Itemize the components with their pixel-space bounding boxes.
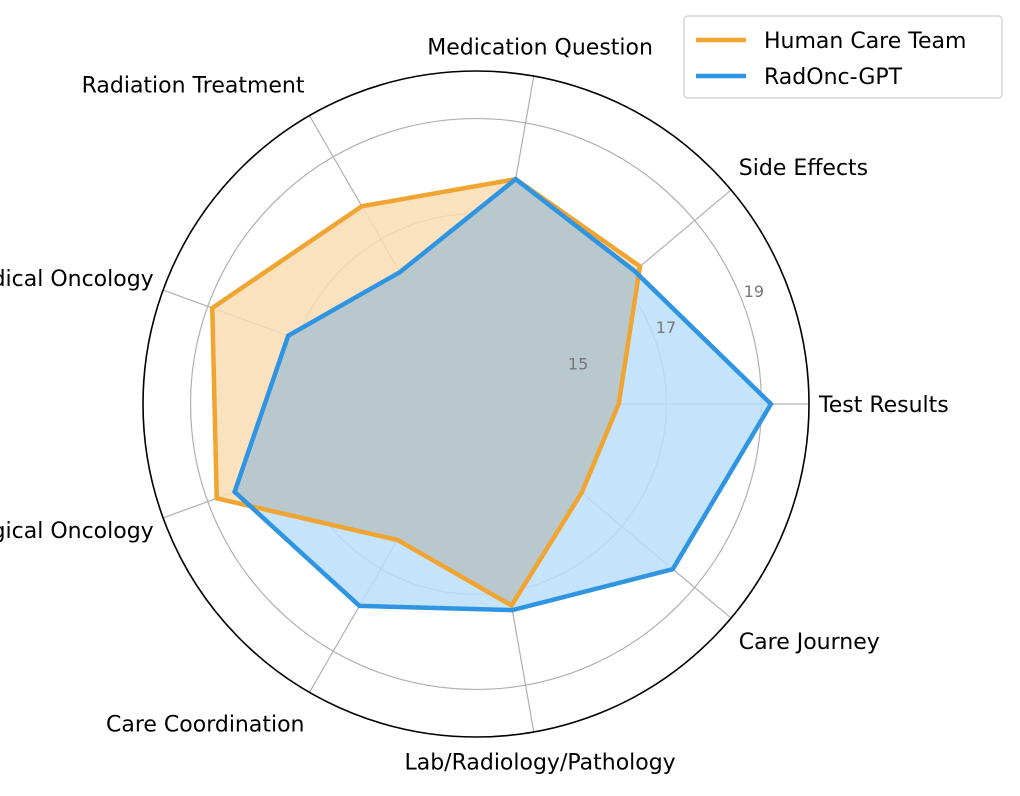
- label-layer: 15 17 19 Test Results Side Effects Medication…: [0, 36, 949, 776]
- legend-label-1: RadOnc-GPT: [764, 65, 903, 90]
- series-line-1: [232, 176, 774, 613]
- r-tick-label: 17: [656, 318, 676, 337]
- category-label: Medication Question: [427, 36, 653, 61]
- r-tick-label: 19: [744, 282, 764, 301]
- series-line-0: [209, 176, 643, 609]
- legend-label-0: Human Care Team: [764, 29, 966, 54]
- category-label: Lab/Radiology/Pathology: [404, 751, 675, 776]
- series-layer: [209, 176, 774, 613]
- category-label: Care Coordination: [106, 713, 305, 738]
- category-label: Surgical Oncology: [0, 519, 154, 544]
- category-label: Side Effects: [739, 156, 868, 181]
- outer-boundary: [142, 70, 810, 738]
- category-label: Care Journey: [739, 630, 880, 655]
- legend-box: [683, 15, 1003, 99]
- legend: Human Care Team RadOnc-GPT: [683, 15, 1003, 99]
- category-label: Test Results: [818, 393, 949, 418]
- category-label: Radiation Treatment: [82, 73, 305, 98]
- category-label: Medical Oncology: [0, 267, 154, 292]
- r-tick-label: 15: [568, 355, 588, 374]
